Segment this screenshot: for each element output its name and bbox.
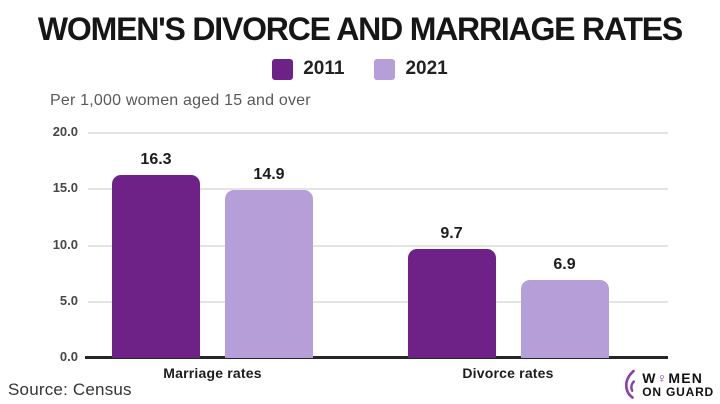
bar-value-label: 16.3 [140, 150, 172, 168]
y-axis-tick-20.0: 20.0 [52, 124, 78, 139]
legend-swatch-2021 [374, 58, 396, 80]
bar-value-label: 6.9 [553, 256, 576, 274]
bar-value-label: 14.9 [253, 166, 285, 184]
y-axis-tick-0.0: 0.0 [59, 349, 78, 364]
x-axis-line [85, 356, 668, 359]
chart-title: WOMEN'S DIVORCE AND MARRIAGE RATES [37, 11, 683, 47]
legend-item-2021: 2021 [374, 58, 448, 80]
bar-2021-marriage-rates [225, 190, 313, 358]
legend-item-2011: 2011 [272, 58, 344, 80]
gridline-20 [88, 132, 668, 134]
logo-text: W♀MEN ON GUARD [642, 371, 714, 398]
logo-line2: ON GUARD [642, 384, 714, 399]
legend-label: 2011 [303, 58, 345, 79]
source-text: Source: Census [8, 380, 132, 399]
logo-line1: W♀MEN [642, 369, 704, 386]
logo-flame-icon [625, 369, 636, 399]
logo-women-on-guard: W♀MEN ON GUARD [623, 369, 714, 399]
gridline-15 [88, 188, 668, 191]
x-category-label-marriage-rates: Marriage rates [163, 365, 262, 381]
gridline-10 [88, 244, 668, 247]
bar-value-label: 9.7 [440, 224, 463, 242]
female-symbol-icon: ♀ [656, 369, 669, 386]
legend-swatch-2011 [272, 58, 294, 80]
chart-subtitle: Per 1,000 women aged 15 and over [50, 92, 311, 109]
y-axis-tick-15.0: 15.0 [52, 180, 78, 196]
gridline-5 [88, 300, 668, 303]
y-axis-tick-10.0: 10.0 [52, 236, 78, 252]
chart-legend: 2011 2021 [0, 57, 720, 81]
bar-2021-divorce-rates [520, 280, 609, 358]
y-axis-tick-5.0: 5.0 [59, 292, 78, 308]
legend-label: 2021 [405, 58, 448, 79]
bar-2011-divorce-rates [407, 248, 496, 358]
x-category-label-divorce-rates: Divorce rates [462, 365, 554, 381]
bar-2011-marriage-rates [112, 174, 200, 358]
